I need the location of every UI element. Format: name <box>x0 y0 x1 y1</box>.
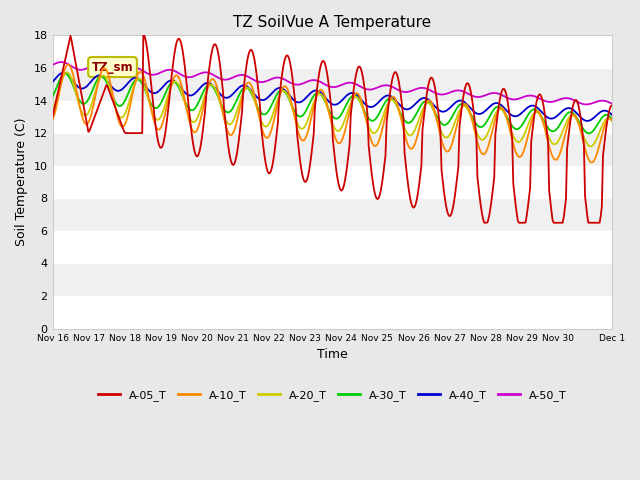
Text: TZ_sm: TZ_sm <box>92 60 133 73</box>
Title: TZ SoilVue A Temperature: TZ SoilVue A Temperature <box>233 15 431 30</box>
Legend: A-05_T, A-10_T, A-20_T, A-30_T, A-40_T, A-50_T: A-05_T, A-10_T, A-20_T, A-30_T, A-40_T, … <box>93 385 571 405</box>
Bar <box>52 231 612 264</box>
Bar <box>52 166 612 198</box>
Bar <box>52 100 612 133</box>
Bar <box>52 296 612 329</box>
X-axis label: Time: Time <box>317 348 348 361</box>
Y-axis label: Soil Temperature (C): Soil Temperature (C) <box>15 118 28 246</box>
Bar <box>52 36 612 68</box>
